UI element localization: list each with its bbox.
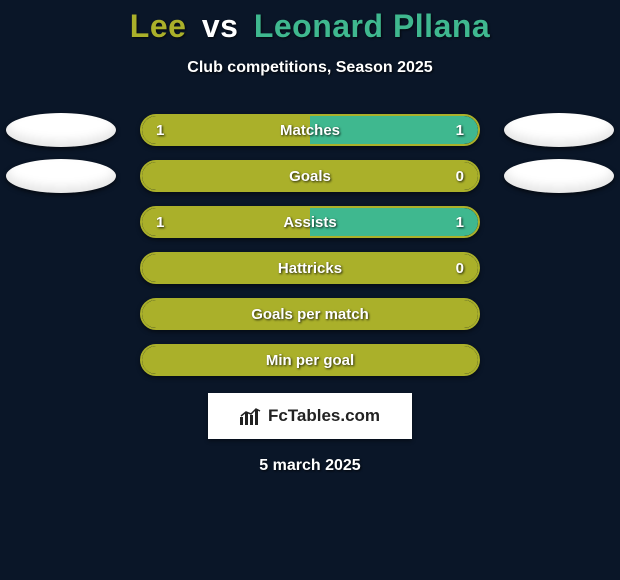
stat-label: Matches: [142, 116, 478, 144]
player2-flag: [504, 113, 614, 147]
date-label: 5 march 2025: [0, 457, 620, 475]
vs-label: vs: [202, 8, 239, 44]
stat-label: Hattricks: [142, 254, 478, 282]
stat-label: Assists: [142, 208, 478, 236]
stat-bar: Min per goal: [140, 344, 480, 376]
player1-name: Lee: [130, 8, 187, 44]
stat-value-right: 1: [456, 208, 464, 236]
stat-value-left: 1: [156, 208, 164, 236]
player1-flag: [6, 159, 116, 193]
chart-icon: [240, 407, 262, 425]
stat-row: Hattricks0: [0, 245, 620, 291]
stat-bar: Goals per match: [140, 298, 480, 330]
stat-value-right: 1: [456, 116, 464, 144]
player2-flag: [504, 159, 614, 193]
stat-value-right: 0: [456, 162, 464, 190]
stat-bar: Matches1 1: [140, 114, 480, 146]
stat-row: Min per goal: [0, 337, 620, 383]
stat-label: Min per goal: [142, 346, 478, 374]
stat-value-right: 0: [456, 254, 464, 282]
watermark-badge: FcTables.com: [208, 393, 412, 439]
stat-bar: Assists1 1: [140, 206, 480, 238]
stat-row: Goals0: [0, 153, 620, 199]
stat-value-left: 1: [156, 116, 164, 144]
stat-label: Goals: [142, 162, 478, 190]
stat-row: Assists1 1: [0, 199, 620, 245]
page-title: Lee vs Leonard Pllana: [0, 8, 620, 45]
stats-list: Matches11Goals0Assists11Hattricks0Goals …: [0, 107, 620, 383]
stat-bar: Goals0: [140, 160, 480, 192]
watermark-text: FcTables.com: [268, 406, 380, 426]
subtitle: Club competitions, Season 2025: [0, 59, 620, 77]
stat-bar: Hattricks0: [140, 252, 480, 284]
stat-row: Matches1 1: [0, 107, 620, 153]
player2-name: Leonard Pllana: [254, 8, 490, 44]
comparison-container: Lee vs Leonard Pllana Club competitions,…: [0, 0, 620, 475]
stat-label: Goals per match: [142, 300, 478, 328]
player1-flag: [6, 113, 116, 147]
stat-row: Goals per match: [0, 291, 620, 337]
